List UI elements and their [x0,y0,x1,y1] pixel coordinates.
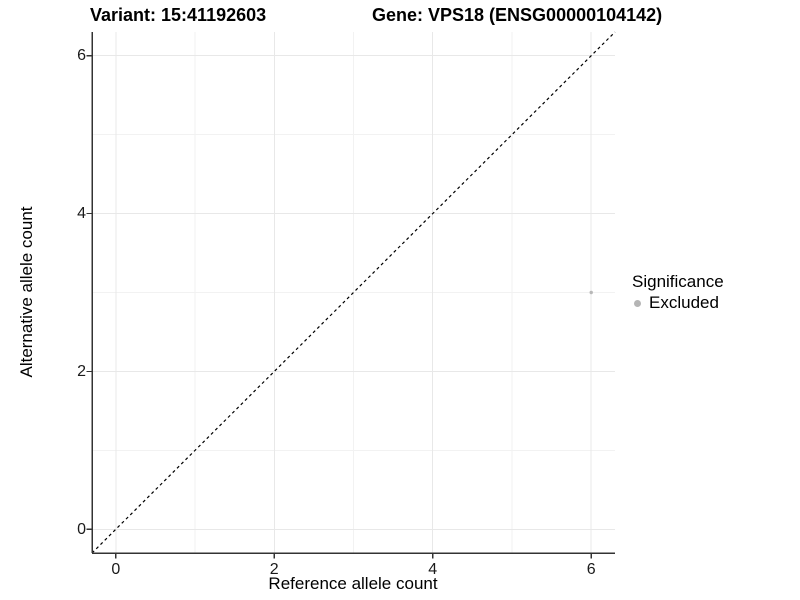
x-tick-label: 6 [586,561,596,578]
x-tick-label: 0 [111,561,121,578]
legend-item-label: Excluded [649,293,719,312]
y-tick-label: 0 [77,520,86,538]
legend-item-excluded: Excluded [634,293,724,313]
plot-panel [86,31,616,559]
x-axis-title: Reference allele count [268,574,438,593]
plot-canvas [86,31,616,559]
x-tick-label: 4 [428,561,438,578]
x-tick-label: 2 [269,561,279,578]
y-tick-label: 4 [77,205,86,223]
plot-title-variant: Variant: 15:41192603 [90,5,267,25]
y-tick-label: 2 [77,362,86,380]
significance-legend: Significance Excluded [632,272,724,313]
legend-title: Significance [632,272,724,291]
y-tick-label: 6 [77,47,86,65]
data-point [589,290,593,295]
legend-key-dot-icon [634,299,641,307]
y-axis-title: Alternative allele count [17,206,36,378]
plot-title-gene: Gene: VPS18 (ENSG00000104142) [372,5,663,25]
